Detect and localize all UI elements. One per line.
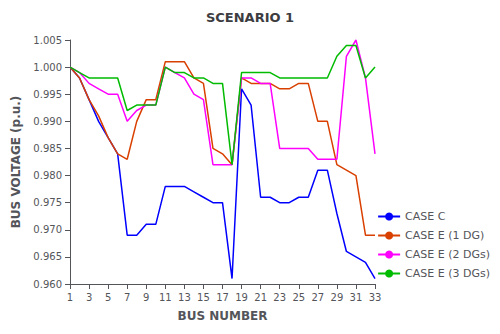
svg-text:0.965: 0.965 [33, 251, 62, 262]
svg-text:CASE E (1 DG): CASE E (1 DG) [405, 229, 484, 242]
svg-text:11: 11 [159, 292, 172, 303]
svg-text:17: 17 [216, 292, 229, 303]
svg-text:9: 9 [143, 292, 149, 303]
svg-text:0.975: 0.975 [33, 197, 62, 208]
svg-text:BUS NUMBER: BUS NUMBER [177, 309, 267, 323]
svg-text:BUS VOLTAGE (p.u.): BUS VOLTAGE (p.u.) [9, 96, 23, 229]
svg-text:0.960: 0.960 [33, 279, 62, 290]
svg-text:5: 5 [105, 292, 111, 303]
svg-text:0.990: 0.990 [33, 116, 62, 127]
svg-text:31: 31 [350, 292, 363, 303]
svg-text:3: 3 [86, 292, 92, 303]
svg-text:7: 7 [124, 292, 130, 303]
svg-text:CASE C: CASE C [405, 210, 446, 223]
svg-text:29: 29 [331, 292, 344, 303]
svg-text:CASE E (3 DGs): CASE E (3 DGs) [405, 267, 490, 280]
svg-text:19: 19 [235, 292, 248, 303]
svg-text:0.970: 0.970 [33, 224, 62, 235]
svg-text:13: 13 [178, 292, 191, 303]
svg-text:CASE E (2 DGs): CASE E (2 DGs) [405, 248, 490, 261]
svg-text:0.985: 0.985 [33, 143, 62, 154]
svg-text:1.000: 1.000 [33, 62, 62, 73]
svg-text:0.980: 0.980 [33, 170, 62, 181]
svg-text:1: 1 [67, 292, 73, 303]
svg-text:21: 21 [254, 292, 267, 303]
svg-text:1.005: 1.005 [33, 35, 62, 46]
svg-text:25: 25 [292, 292, 305, 303]
svg-text:15: 15 [197, 292, 210, 303]
svg-text:27: 27 [311, 292, 324, 303]
svg-text:SCENARIO 1: SCENARIO 1 [206, 10, 294, 25]
svg-text:0.995: 0.995 [33, 89, 62, 100]
svg-text:33: 33 [369, 292, 382, 303]
svg-text:23: 23 [273, 292, 286, 303]
